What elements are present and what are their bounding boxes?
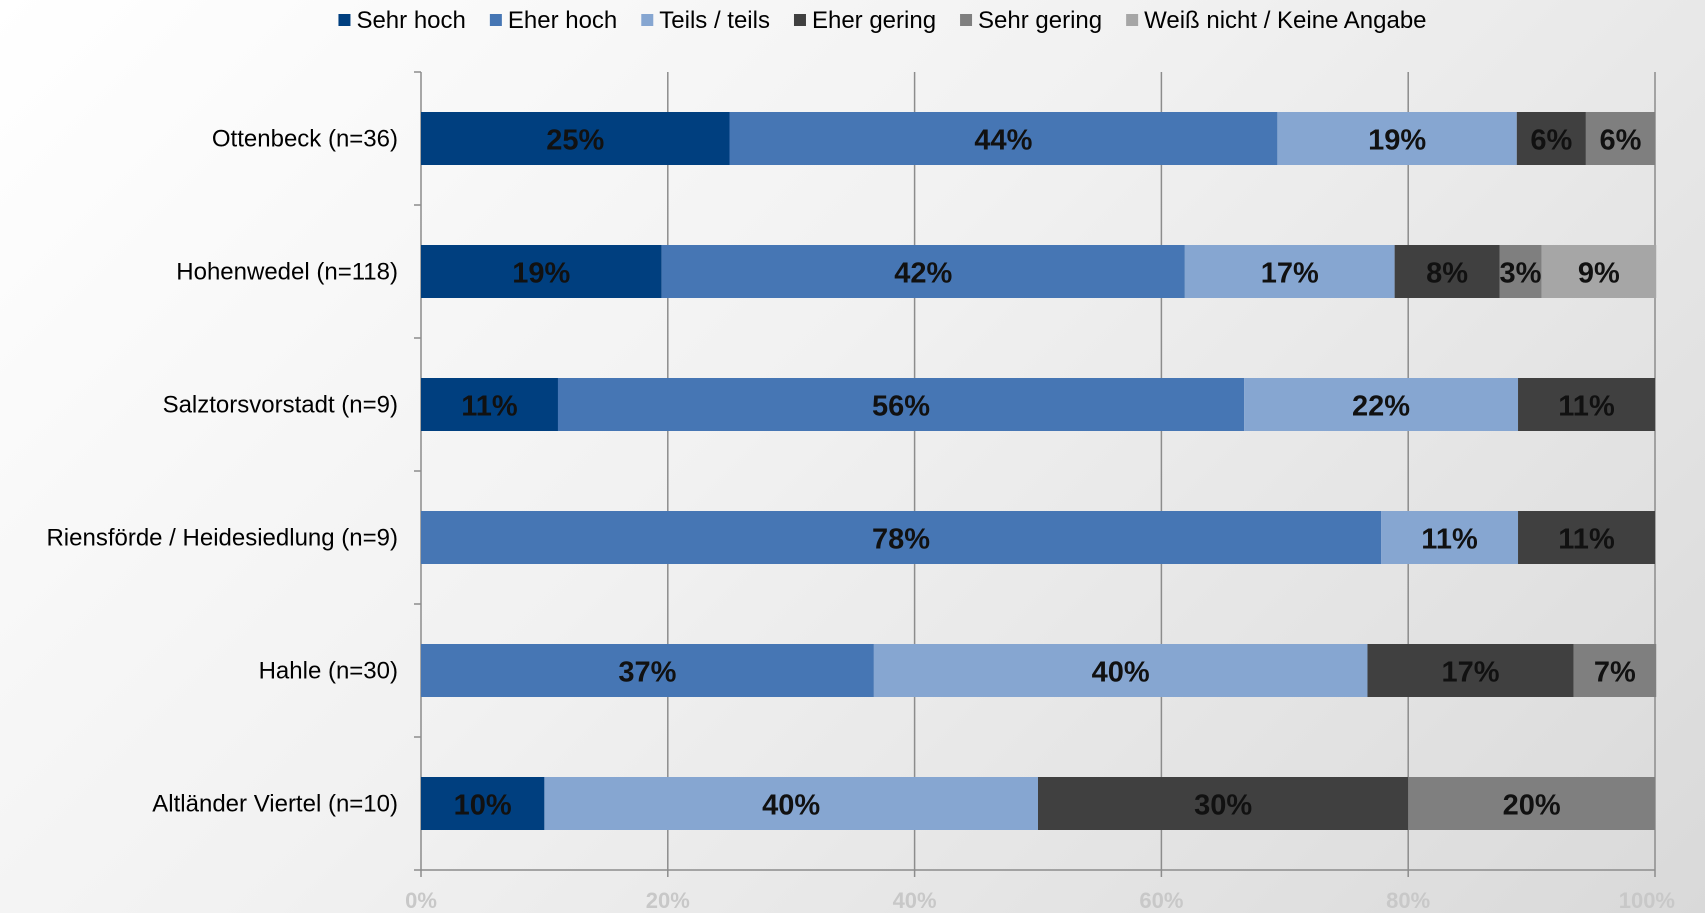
legend-label: Teils / teils bbox=[659, 7, 770, 34]
bar-segment bbox=[421, 777, 545, 830]
legend-swatch bbox=[1126, 14, 1139, 26]
legend: Sehr hoch Eher hoch Teils / teils Eher geri… bbox=[338, 7, 1427, 34]
data-label: 17% bbox=[1441, 657, 1499, 689]
bar-segment bbox=[1499, 245, 1542, 298]
data-label: 40% bbox=[762, 790, 820, 822]
data-label: 11% bbox=[1558, 524, 1615, 556]
bar-segment bbox=[1518, 511, 1655, 564]
data-label: 3% bbox=[1500, 258, 1542, 290]
bars bbox=[421, 112, 1657, 830]
bar-segment bbox=[421, 378, 558, 431]
data-label: 6% bbox=[1530, 125, 1572, 157]
legend-item: Sehr hoch bbox=[338, 7, 466, 34]
legend-item: Weiß nicht / Keine Angabe bbox=[1126, 7, 1427, 34]
category-label: Salztorsvorstadt (n=9) bbox=[163, 392, 398, 419]
data-labels: 25% 44% 19% 6% 6% 19% 42% 17% 8% 3% 9% 11% 56% 22% 11%… bbox=[454, 125, 1642, 822]
x-tick-label: 100% bbox=[1619, 888, 1675, 913]
bar-segment bbox=[1516, 112, 1586, 165]
bar-segment bbox=[1408, 777, 1655, 830]
legend-item: Eher gering bbox=[793, 7, 936, 34]
bar-segment bbox=[1573, 644, 1657, 697]
bar-segment bbox=[1541, 245, 1657, 298]
data-label: 20% bbox=[1503, 790, 1561, 822]
category-label: Riensförde / Heidesiedlung (n=9) bbox=[46, 525, 398, 552]
legend-label: Sehr gering bbox=[978, 7, 1102, 34]
data-label: 11% bbox=[461, 391, 518, 423]
data-label: 11% bbox=[1421, 524, 1478, 556]
bar-segment bbox=[1184, 245, 1395, 298]
legend-swatch bbox=[489, 14, 502, 26]
bar-segment bbox=[544, 777, 1038, 830]
data-label: 19% bbox=[1368, 125, 1426, 157]
legend-label: Weiß nicht / Keine Angabe bbox=[1144, 7, 1426, 34]
bar-segment bbox=[661, 245, 1185, 298]
data-label: 9% bbox=[1578, 258, 1620, 290]
category-labels: Ottenbeck (n=36) Hohenwedel (n=118) Salzto… bbox=[46, 126, 398, 818]
data-label: 30% bbox=[1194, 790, 1252, 822]
data-label: 44% bbox=[974, 125, 1032, 157]
bar-segment bbox=[1277, 112, 1517, 165]
legend-item: Teils / teils bbox=[641, 7, 770, 34]
bar-segment bbox=[1394, 245, 1500, 298]
legend-swatch bbox=[641, 14, 654, 26]
x-tick-label: 60% bbox=[1139, 888, 1183, 913]
data-label: 37% bbox=[618, 657, 676, 689]
category-label: Hohenwedel (n=118) bbox=[176, 259, 398, 286]
bar-segment bbox=[1585, 112, 1655, 165]
bar-segment bbox=[1367, 644, 1574, 697]
category-label: Altländer Viertel (n=10) bbox=[152, 791, 398, 818]
x-tick-label: 40% bbox=[893, 888, 937, 913]
bar-segment bbox=[1038, 777, 1409, 830]
bar-segment bbox=[421, 511, 1382, 564]
bar-segment bbox=[1381, 511, 1519, 564]
data-label: 42% bbox=[894, 258, 952, 290]
bar-segment bbox=[873, 644, 1368, 697]
bar-segment bbox=[557, 378, 1245, 431]
legend-item: Eher hoch bbox=[489, 7, 617, 34]
bar-segment bbox=[1244, 378, 1519, 431]
data-label: 22% bbox=[1352, 391, 1410, 423]
data-label: 17% bbox=[1261, 258, 1319, 290]
bar-segment bbox=[1518, 378, 1655, 431]
data-label: 6% bbox=[1599, 125, 1641, 157]
data-label: 25% bbox=[546, 125, 604, 157]
bar-segment bbox=[421, 644, 874, 697]
x-tick-label: 0% bbox=[405, 888, 437, 913]
legend-swatch bbox=[960, 14, 973, 26]
data-label: 8% bbox=[1426, 258, 1468, 290]
data-label: 10% bbox=[454, 790, 512, 822]
legend-item: Sehr gering bbox=[960, 7, 1102, 34]
data-label: 7% bbox=[1594, 657, 1636, 689]
data-label: 19% bbox=[512, 258, 570, 290]
bar-segment bbox=[729, 112, 1278, 165]
bar-segment bbox=[421, 245, 662, 298]
bar-segment bbox=[421, 112, 730, 165]
category-label: Ottenbeck (n=36) bbox=[212, 126, 398, 153]
category-label: Hahle (n=30) bbox=[259, 658, 398, 685]
axes bbox=[414, 71, 1656, 877]
grid-lines bbox=[667, 72, 1656, 870]
x-tick-labels: 0% 20% 40% 60% 80% 100% bbox=[405, 888, 1675, 913]
data-label: 78% bbox=[872, 524, 930, 556]
legend-swatch bbox=[338, 14, 351, 26]
data-label: 40% bbox=[1092, 657, 1150, 689]
legend-swatch bbox=[793, 14, 806, 26]
x-tick-label: 80% bbox=[1386, 888, 1430, 913]
data-label: 11% bbox=[1558, 391, 1615, 423]
legend-label: Eher gering bbox=[812, 7, 936, 34]
data-label: 56% bbox=[872, 391, 930, 423]
x-tick-label: 20% bbox=[646, 888, 690, 913]
legend-label: Sehr hoch bbox=[356, 7, 465, 34]
legend-label: Eher hoch bbox=[508, 7, 617, 34]
